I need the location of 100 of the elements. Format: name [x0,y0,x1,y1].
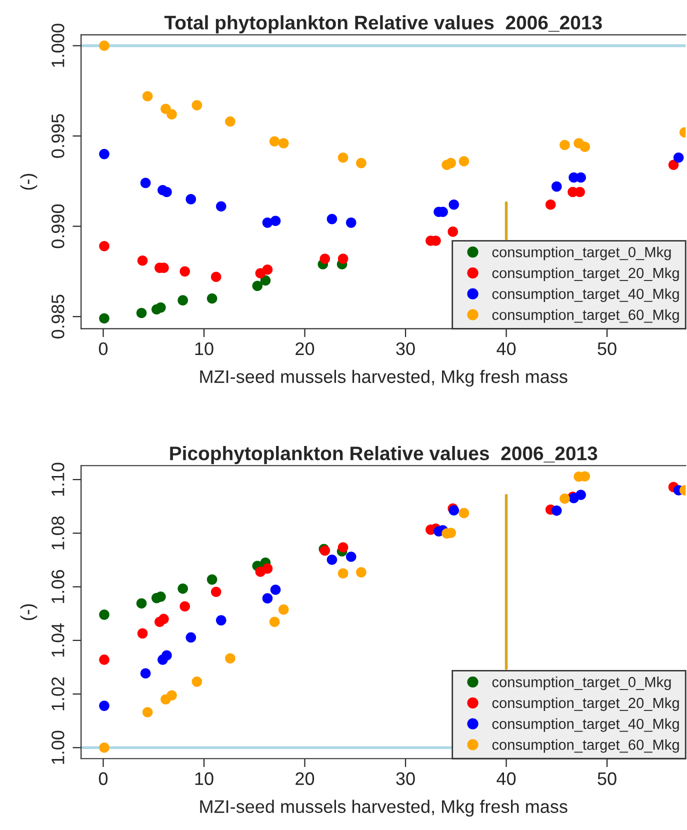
x-tick-label: 20 [296,772,314,786]
y-tick-label: 1.04 [52,623,64,657]
x-tick-label: 0 [98,342,108,356]
point [142,91,153,102]
y-tick-label: 0.995 [52,114,64,158]
point [158,614,169,624]
y-tick-label: 0.985 [52,294,64,338]
point [99,40,110,51]
point [180,266,190,277]
x-tick-label: 30 [396,342,415,356]
point [136,308,147,318]
x-tick-label: 0 [98,772,108,786]
point [545,199,556,210]
x-tick-label: 30 [396,772,415,786]
point [99,700,110,711]
point [552,506,562,516]
point [346,218,356,228]
x-tick-label: 20 [296,342,314,356]
point [320,254,330,264]
x-tick-label: 40 [496,342,516,356]
point [99,241,110,252]
point [156,592,166,602]
point [186,632,196,643]
point [346,552,356,562]
point [180,601,190,612]
point [140,178,151,188]
point [166,109,177,120]
point [156,302,166,313]
point [278,604,289,615]
x-tick-label: 10 [195,772,214,786]
point [338,568,348,579]
point [270,216,281,226]
point [552,181,562,192]
point [356,158,366,168]
point [192,676,202,687]
point [210,586,222,598]
point [225,653,236,664]
y-axis-title: (-) [20,174,38,190]
legend-label: consumption_target_20_Mkg [492,697,679,712]
legend-label: consumption_target_0_Mkg [492,676,671,690]
point [140,668,151,679]
y-tick-label: 1.06 [52,570,64,603]
point [338,254,348,264]
point [576,172,586,183]
point [338,152,348,163]
legend-label: consumption_target_60_Mkg [492,309,679,323]
chart-title: Picophytoplankton Relative values 2006_2013 [170,446,598,464]
point [262,563,273,574]
point [278,138,289,148]
point [580,142,590,152]
legend-label: consumption_target_20_Mkg [492,267,679,282]
point [99,742,110,753]
point [448,226,458,237]
point [206,293,218,304]
point [673,152,684,163]
point [560,493,570,504]
point [142,707,153,718]
point [216,615,226,626]
point [262,593,273,604]
point [338,542,348,553]
y-tick-label: 1.00 [52,730,64,764]
chart-title: Total phytoplankton Relative values 2006_2013 [164,15,602,34]
point [99,313,110,324]
point [137,255,148,266]
point [192,100,202,110]
legend-label: consumption_target_40_Mkg [492,288,679,302]
point [99,148,110,160]
x-axis-title: MZI-seed mussels harvested, Mkg fresh mass [200,370,568,387]
point [206,574,218,585]
y-tick-label: 1.10 [52,462,64,496]
y-tick-label: 1.000 [52,24,64,67]
point [458,156,470,166]
point [210,272,222,282]
point [178,295,188,306]
point [448,199,460,210]
point [186,194,196,204]
x-tick-label: 50 [598,342,616,356]
legend-label: consumption_target_40_Mkg [492,718,679,732]
point [560,140,570,150]
point [458,508,470,518]
x-axis-title: MZI-seed mussels harvested, Mkg fresh mass [200,800,568,817]
point [269,616,280,628]
legend-label: consumption_target_0_Mkg [492,246,671,260]
point [252,280,263,292]
point [326,214,338,224]
y-axis-title: (-) [20,604,38,620]
point [178,584,188,594]
point [262,264,273,275]
point [270,584,281,595]
point [216,201,226,212]
point [162,650,172,661]
y-tick-label: 1.02 [52,677,64,710]
point [668,160,679,170]
x-tick-label: 40 [496,772,516,786]
point [136,598,147,609]
x-tick-label: 10 [195,342,214,356]
x-tick-label: 50 [598,772,616,786]
point [162,186,172,198]
point [574,186,585,198]
point [99,654,110,665]
